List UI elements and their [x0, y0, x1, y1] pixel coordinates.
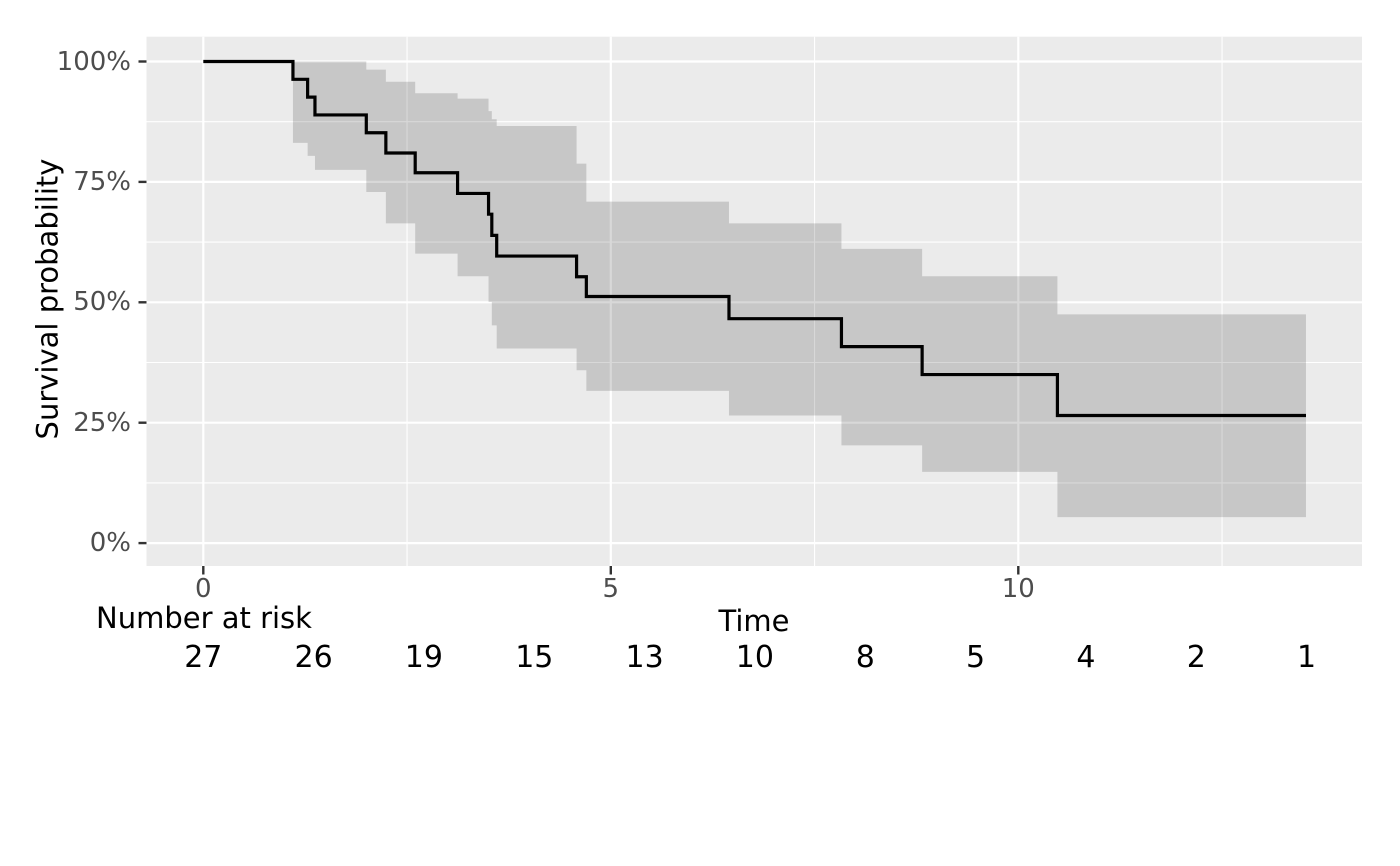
risk-table-title: Number at risk — [96, 601, 312, 635]
x-tick-label-0: 0 — [195, 574, 212, 604]
risk-count-10: 1 — [1297, 639, 1317, 675]
risk-count-6: 8 — [855, 639, 875, 675]
risk-count-1: 26 — [294, 639, 333, 675]
risk-count-9: 2 — [1186, 639, 1206, 675]
risk-count-4: 13 — [625, 639, 664, 675]
x-tick-label-10: 10 — [1001, 574, 1035, 604]
x-axis-title: Time — [718, 604, 790, 638]
risk-count-5: 10 — [735, 639, 774, 675]
risk-count-2: 19 — [404, 639, 443, 675]
y-tick-label-100: 100% — [56, 46, 131, 77]
y-tick-label-0: 0% — [89, 528, 131, 559]
x-tick-label-5: 5 — [602, 574, 620, 604]
risk-count-7: 5 — [966, 639, 986, 675]
risk-count-0: 27 — [184, 639, 223, 675]
survival-curve — [203, 59, 1306, 418]
confidence-band — [292, 61, 1306, 518]
y-tick-label-75: 75% — [73, 166, 131, 197]
y-tick-label-50: 50% — [73, 287, 131, 318]
risk-count-8: 4 — [1076, 639, 1096, 675]
y-tick-label-25: 25% — [73, 407, 131, 438]
y-axis-title: Survival probability — [30, 158, 65, 440]
risk-count-3: 15 — [515, 639, 554, 675]
